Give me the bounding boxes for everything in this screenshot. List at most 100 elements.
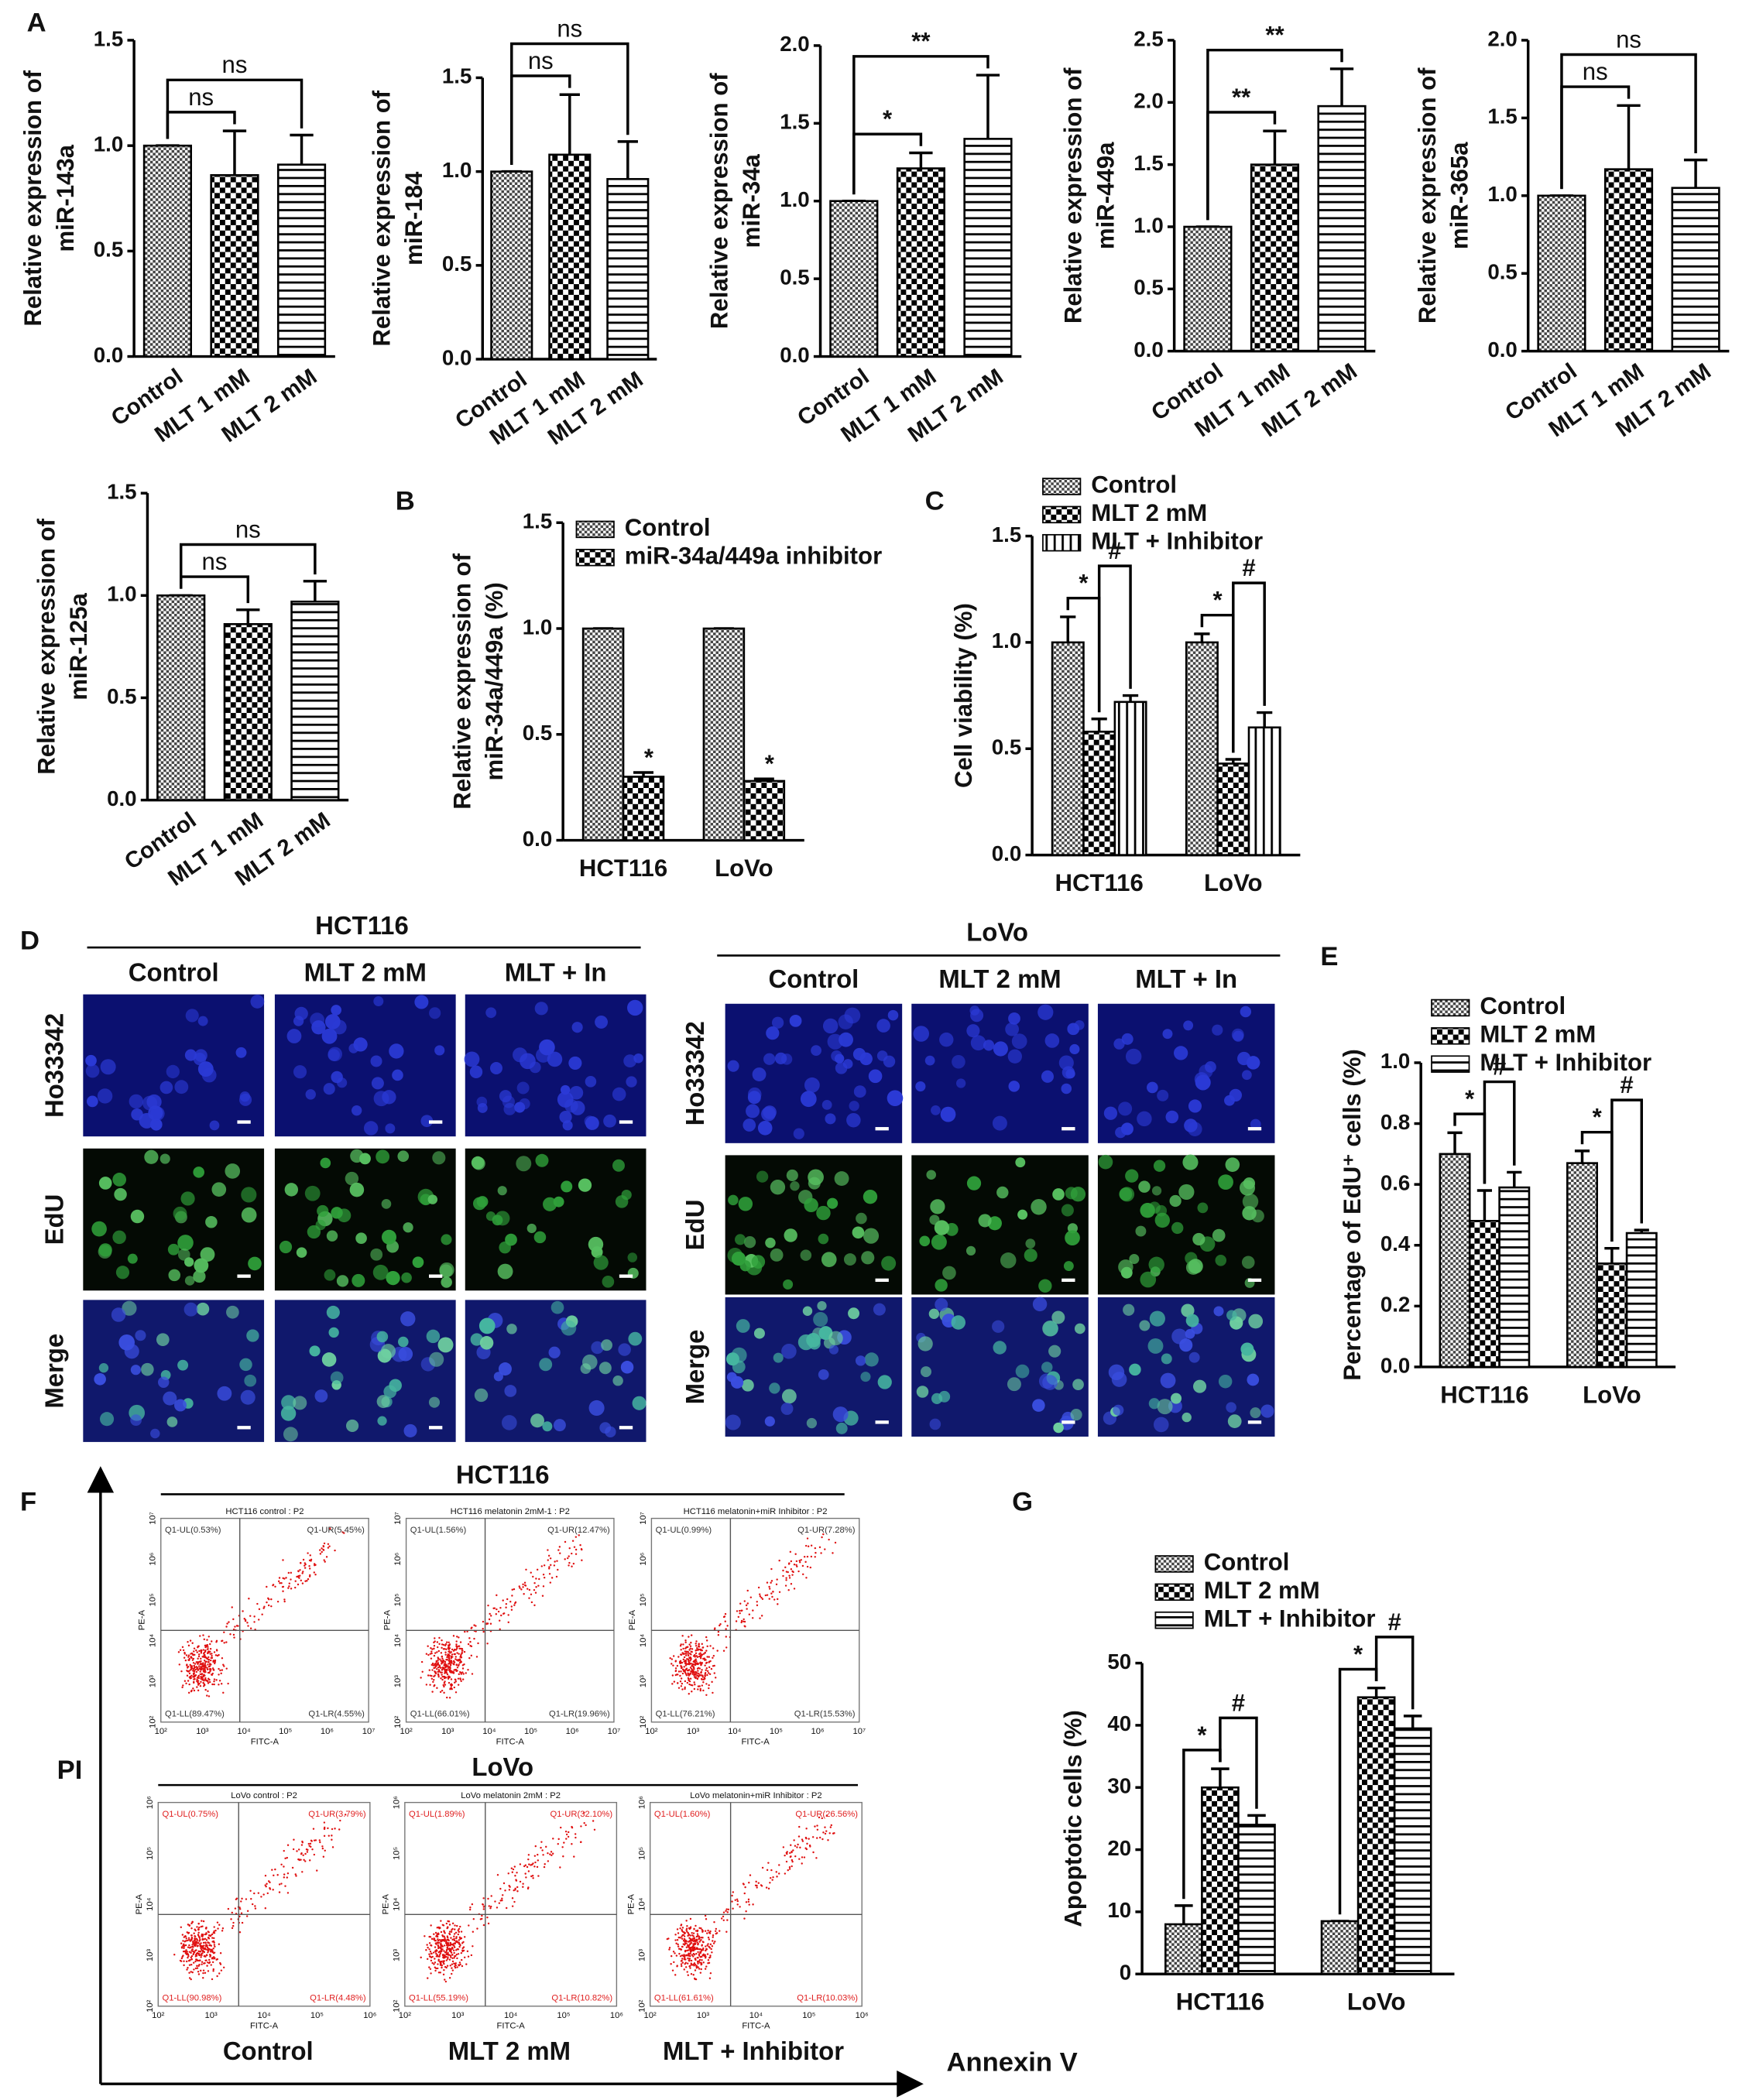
- row-label: Ho33342: [39, 1013, 68, 1118]
- event-dot: [305, 1848, 308, 1851]
- event-dot: [571, 1540, 574, 1542]
- cell-nucleus: [1042, 1375, 1058, 1390]
- event-dot: [697, 1670, 699, 1672]
- event-dot: [434, 1662, 437, 1665]
- cell-nucleus: [786, 1169, 798, 1182]
- event-dot: [196, 1959, 199, 1961]
- cell-nucleus: [205, 1215, 218, 1228]
- event-dot: [691, 1667, 693, 1670]
- cell-nucleus: [184, 1276, 195, 1286]
- event-dot: [192, 1953, 194, 1956]
- event-dot: [209, 1647, 212, 1650]
- event-dot: [684, 1949, 687, 1952]
- event-dot: [441, 1663, 443, 1665]
- cell-nucleus: [311, 1020, 326, 1035]
- plot-y-label: PE-A: [382, 1894, 391, 1915]
- event-dot: [744, 1886, 746, 1889]
- bar: [1247, 726, 1281, 856]
- event-dot: [214, 1662, 216, 1665]
- bar: [1237, 1824, 1276, 1975]
- cell-nucleus: [1197, 1202, 1209, 1214]
- panel-letter: A: [27, 8, 46, 37]
- event-dot: [442, 1973, 445, 1976]
- event-dot: [534, 1845, 537, 1848]
- y-axis-label: Relative expression of: [1414, 67, 1441, 324]
- event-dot: [457, 1953, 460, 1955]
- event-dot: [494, 1900, 496, 1903]
- event-dot: [527, 1870, 530, 1872]
- event-dot: [732, 1891, 735, 1893]
- cell-nucleus: [852, 1226, 865, 1239]
- cell-nucleus: [1154, 1212, 1170, 1228]
- cell-nucleus: [1161, 1353, 1172, 1365]
- event-dot: [688, 1683, 691, 1686]
- event-dot: [230, 1918, 232, 1920]
- event-dot: [684, 1687, 686, 1691]
- event-dot: [451, 1660, 453, 1663]
- event-dot: [537, 1584, 540, 1587]
- event-dot: [681, 1930, 684, 1932]
- event-dot: [455, 1937, 458, 1940]
- event-dot: [463, 1663, 465, 1666]
- event-dot: [770, 1592, 773, 1595]
- y-tick-label: 10⁵: [148, 1593, 157, 1606]
- event-dot: [240, 1900, 242, 1903]
- event-dot: [211, 1673, 213, 1676]
- cell-nucleus: [940, 1106, 956, 1122]
- event-dot: [197, 1934, 200, 1937]
- event-dot: [734, 1899, 736, 1901]
- event-dot: [434, 1946, 437, 1948]
- bar: [1317, 104, 1367, 352]
- column-label: MLT + In: [505, 958, 607, 986]
- event-dot: [816, 1837, 818, 1839]
- event-dot: [461, 1965, 464, 1968]
- cell-nucleus: [478, 1317, 496, 1334]
- event-dot: [202, 1947, 204, 1950]
- event-dot: [538, 1578, 540, 1581]
- event-dot: [710, 1948, 712, 1951]
- event-dot: [693, 1676, 696, 1678]
- quadrant-label: Q1-UR(3.79%): [308, 1810, 366, 1819]
- event-dot: [209, 1650, 211, 1653]
- event-dot: [202, 1656, 204, 1658]
- event-dot: [681, 1652, 684, 1654]
- y-axis-label: Relative expression of: [33, 518, 60, 774]
- event-dot: [698, 1941, 701, 1943]
- bar: [223, 623, 273, 801]
- event-dot: [188, 1951, 191, 1953]
- x-tick-label: 10³: [441, 1727, 454, 1736]
- event-dot: [699, 1654, 702, 1656]
- event-dot: [193, 1689, 196, 1692]
- scale-bar: [875, 1127, 889, 1131]
- event-dot: [675, 1942, 677, 1944]
- quadrant-label: Q1-UR(7.28%): [797, 1526, 856, 1535]
- event-dot: [815, 1857, 818, 1859]
- event-dot: [475, 1625, 477, 1627]
- event-dot: [338, 1828, 341, 1831]
- event-dot: [321, 1847, 324, 1850]
- event-dot: [194, 1949, 197, 1952]
- legend-label: miR-34a/449a inhibitor: [625, 542, 882, 569]
- cell-nucleus: [970, 1035, 986, 1051]
- significance-label: *: [1079, 570, 1089, 597]
- event-dot: [547, 1549, 549, 1551]
- event-dot: [759, 1593, 761, 1595]
- y-axis-label: miR-125a: [65, 592, 92, 700]
- cell-nucleus: [1098, 1154, 1113, 1170]
- event-dot: [715, 1932, 717, 1935]
- event-dot: [327, 1547, 330, 1549]
- cell-nucleus: [804, 1197, 818, 1213]
- event-dot: [697, 1688, 699, 1691]
- event-dot: [489, 1907, 492, 1910]
- event-dot: [689, 1967, 691, 1969]
- y-tick-label: 10⁴: [393, 1634, 403, 1648]
- event-dot: [670, 1963, 672, 1965]
- event-dot: [777, 1598, 779, 1601]
- event-dot: [496, 1594, 498, 1597]
- event-dot: [321, 1845, 324, 1848]
- quadrant-label: Q1-LL(90.98%): [162, 1993, 221, 2002]
- cell-nucleus: [992, 1115, 1007, 1131]
- event-dot: [440, 1920, 442, 1922]
- cell-nucleus: [848, 1307, 860, 1320]
- cell-nucleus: [569, 1085, 584, 1100]
